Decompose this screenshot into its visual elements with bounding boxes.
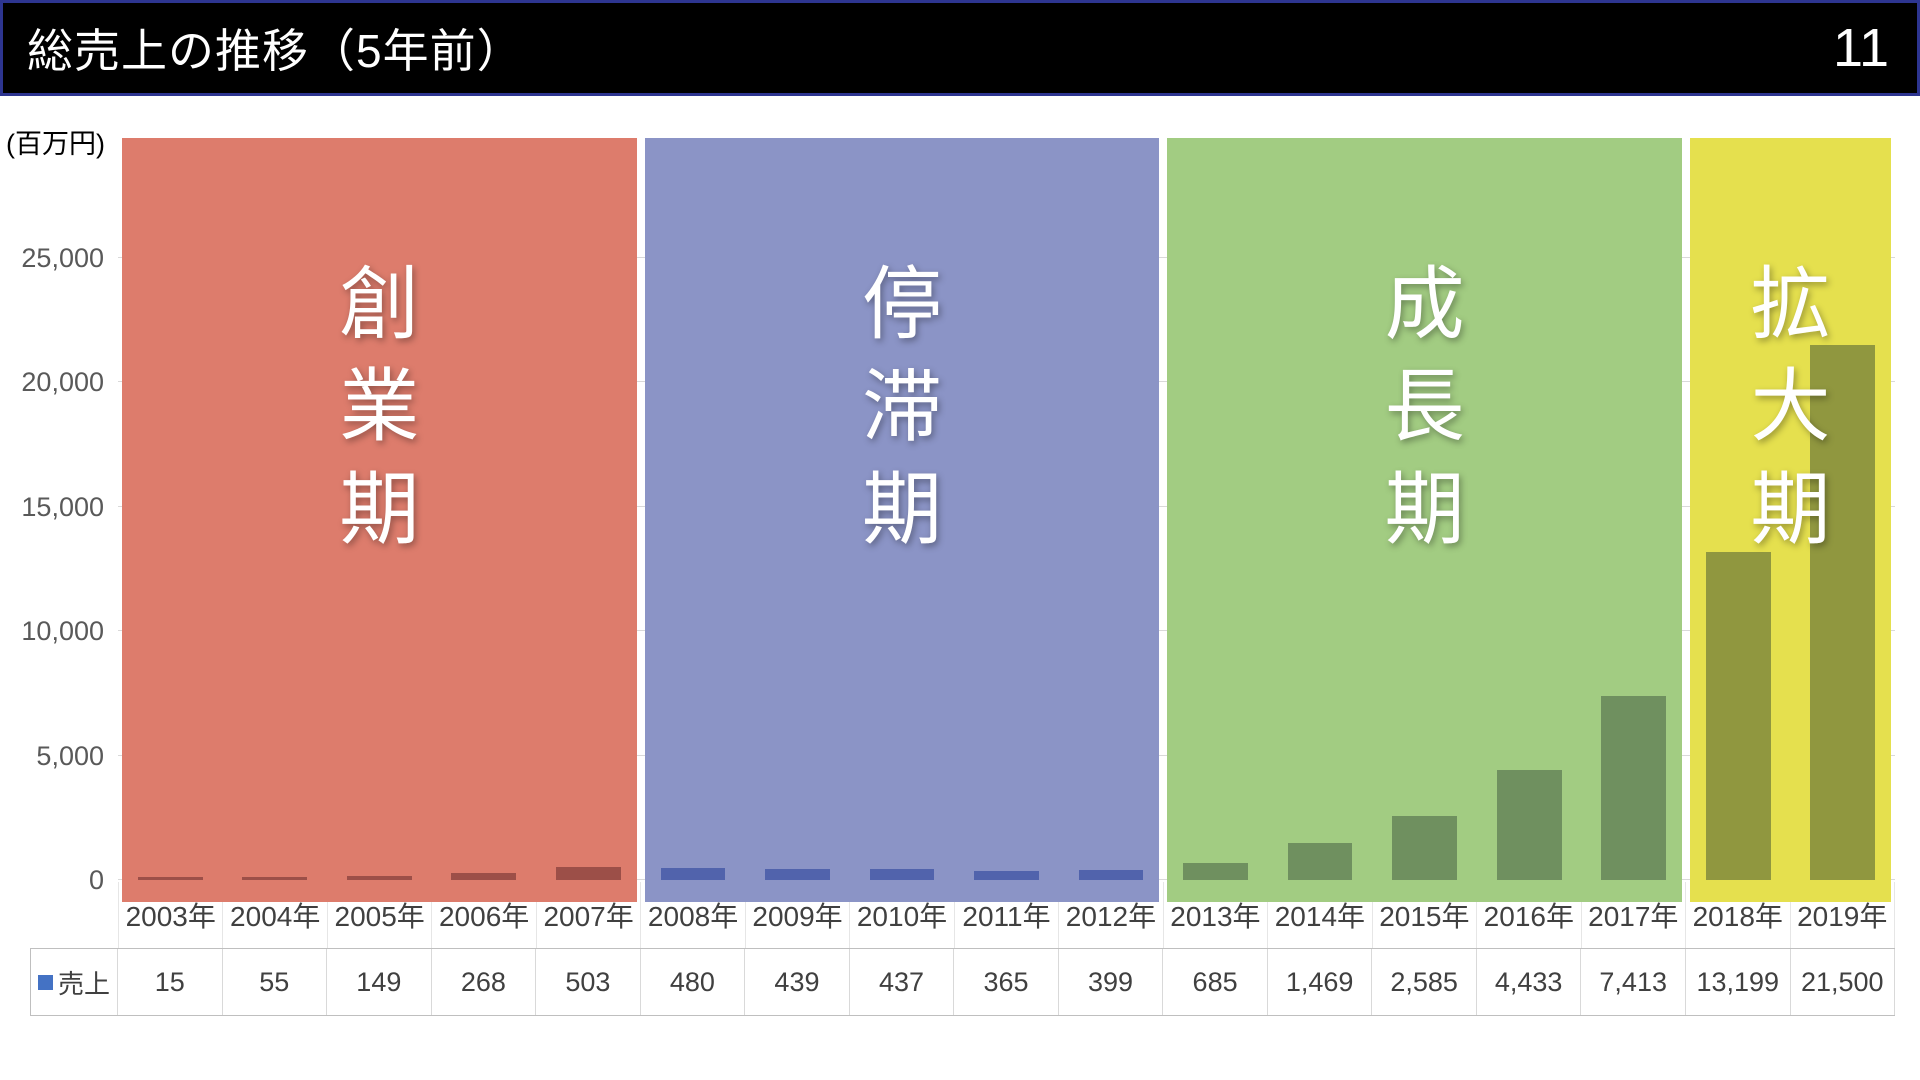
table-value-cell: 15 [118,949,223,1015]
y-axis-unit-label: (百万円) [6,129,105,159]
table-value-cell: 1,469 [1268,949,1373,1015]
table-value-cell: 4,433 [1477,949,1582,1015]
x-axis-label: 2007年 [537,882,642,948]
table-value-cell: 7,413 [1581,949,1686,1015]
table-value-cell: 13,199 [1686,949,1791,1015]
bar-2012年 [1078,870,1144,880]
x-axis-label: 2008年 [641,882,746,948]
period-overlay-1 [122,138,637,902]
table-value-cell: 503 [536,949,641,1015]
legend-label: 売上 [57,968,110,999]
x-axis-label: 2012年 [1059,882,1164,948]
y-axis-tick-label: 5,000 [36,740,104,771]
x-axis-label: 2009年 [746,882,851,948]
table-value-cell: 21,500 [1791,949,1896,1015]
bar-2007年 [555,867,621,880]
bar-2017年 [1601,696,1667,880]
bar-2016年 [1496,770,1562,880]
x-axis-label: 2014年 [1268,882,1373,948]
bar-2015年 [1392,816,1457,880]
slide-title: 総売上の推移（5年前） [27,25,524,77]
bar-2005年 [346,876,412,880]
x-axis-label: 2015年 [1373,882,1478,948]
table-value-cells: 15 55 149 268 503 480 439 437 365 399 685 1,469 2,58… [118,949,1896,1015]
x-axis-label: 2019年 [1791,882,1895,948]
title-bar: 総売上の推移（5年前） 11 [0,0,1920,96]
legend-marker-icon [37,974,53,990]
table-value-cell: 399 [1059,949,1164,1015]
table-value-cell: 2,585 [1372,949,1477,1015]
y-axis-tick-label: 0 [88,865,104,895]
bar-2018年 [1705,552,1771,880]
y-axis-tick-label: 20,000 [21,367,104,398]
x-axis-labels: 2003年 2004年 2005年 2006年 2007年 2008年 2009年 2010年… [118,882,1895,948]
page-number: 11 [1832,18,1889,78]
period-overlay-2 [644,138,1160,902]
bar-2004年 [242,877,308,880]
x-axis-label: 2010年 [850,882,955,948]
x-axis-label: 2017年 [1582,882,1687,948]
chart-plot-area: 創業期停滞期成長期拡大期 [118,138,1895,902]
y-axis-tick-label: 15,000 [21,491,104,522]
x-axis-label: 2016年 [1477,882,1582,948]
x-axis-label: 2005年 [328,882,433,948]
y-axis-tick-label: 10,000 [21,616,104,647]
table-value-cell: 685 [1163,949,1268,1015]
table-value-cell: 55 [223,949,328,1015]
bar-2014年 [1287,843,1353,880]
bar-2010年 [869,869,935,880]
bar-2013年 [1183,863,1248,880]
bar-2011年 [974,871,1039,880]
bar-2009年 [765,869,830,880]
bar-2003年 [137,877,203,880]
x-axis-label: 2011年 [955,882,1060,948]
x-axis-label: 2003年 [118,882,224,948]
legend-cell: 売上 [30,949,118,1015]
bar-2006年 [451,873,517,880]
table-value-cell: 439 [745,949,850,1015]
bar-2008年 [660,868,726,880]
table-value-cell: 268 [432,949,537,1015]
table-value-cell: 149 [327,949,432,1015]
table-value-cell: 480 [641,949,746,1015]
x-axis-label: 2013年 [1164,882,1269,948]
data-table-row: 売上 15 55 149 268 503 480 439 437 365 399 685 1,469 2… [30,948,1896,1016]
y-axis: 25,000 20,000 15,000 10,000 5,000 0 [0,138,104,895]
x-axis-label: 2018年 [1686,882,1791,948]
y-axis-tick-label: 25,000 [21,243,104,273]
table-value-cell: 365 [954,949,1059,1015]
x-axis-label: 2006年 [432,882,537,948]
table-value-cell: 437 [850,949,955,1015]
x-axis-label: 2004年 [223,882,328,948]
bar-2019年 [1810,345,1876,880]
period-overlay-3 [1167,138,1682,902]
